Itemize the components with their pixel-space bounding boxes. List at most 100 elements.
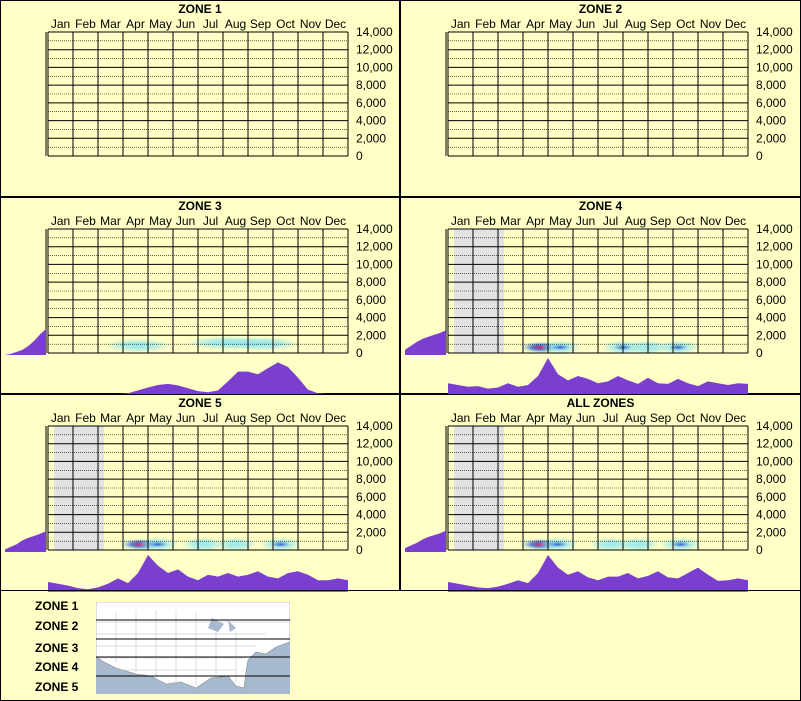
month-density-curve (448, 358, 748, 394)
month-tick-label: Oct (676, 411, 695, 425)
y-tick-label: 2,000 (756, 328, 786, 342)
heat-hotspot (259, 537, 302, 552)
month-tick-label: Feb (475, 17, 496, 31)
month-tick-label: Jun (576, 214, 595, 228)
heatmap-chart: Jan Feb Mar Apr May Jun Jul Aug Sep Oct Nov Dec 14,0… (5, 411, 393, 592)
y-tick-label: 14,000 (356, 419, 393, 433)
month-tick-label: Nov (300, 214, 321, 228)
month-tick-label: Apr (126, 411, 145, 425)
month-tick-label: Sep (250, 411, 272, 425)
y-tick-label: 0 (356, 543, 363, 557)
y-tick-label: 12,000 (756, 437, 793, 451)
month-tick-label: Dec (325, 17, 346, 31)
grid (45, 425, 349, 551)
heatmap-chart: Jan Feb Mar Apr May Jun Jul Aug Sep Oct Nov Dec 14,0… (445, 17, 793, 198)
y-tick-label: 8,000 (356, 275, 386, 289)
month-tick-label: Jan (451, 214, 470, 228)
month-tick-label: Apr (526, 214, 545, 228)
month-tick-label: Aug (625, 411, 646, 425)
y-tick-label: 2,000 (356, 525, 386, 539)
month-density-curve (48, 555, 348, 591)
month-tick-label: Feb (475, 411, 496, 425)
month-tick-label: Jul (203, 411, 218, 425)
panel-title: ZONE 5 (178, 396, 222, 410)
month-density-curve (48, 362, 348, 394)
month-tick-label: May (549, 17, 572, 31)
month-tick-label: Nov (700, 411, 721, 425)
y-tick-label: 8,000 (356, 78, 386, 92)
month-tick-label: Dec (325, 411, 346, 425)
y-tick-label: 2,000 (756, 525, 786, 539)
y-tick-label: 14,000 (756, 222, 793, 236)
month-tick-label: Jun (576, 17, 595, 31)
panel-title: ZONE 4 (578, 199, 623, 213)
month-density-curve (448, 555, 748, 591)
y-tick-label: 2,000 (356, 328, 386, 342)
y-tick-label: 4,000 (756, 311, 786, 325)
month-tick-label: Mar (100, 214, 121, 228)
legend-zone-1: ZONE 1 (35, 599, 79, 613)
month-tick-label: Apr (126, 214, 145, 228)
chart-panel-4: ZONE 4 Jan Feb Mar Apr May Jun Jul Aug Sep Oct Nov D… (400, 197, 801, 395)
panel-title: ZONE 3 (178, 199, 222, 213)
y-tick-label: 12,000 (756, 240, 793, 254)
chart-panel-5: ZONE 5 Jan Feb Mar Apr May Jun Jul Aug Sep Oct Nov D… (0, 394, 400, 592)
month-tick-label: Nov (700, 214, 721, 228)
y-tick-label: 12,000 (356, 437, 393, 451)
month-tick-label: Mar (100, 17, 121, 31)
heatmap-chart: Jan Feb Mar Apr May Jun Jul Aug Sep Oct Nov Dec 14,0… (5, 214, 393, 395)
y-tick-label: 10,000 (756, 257, 793, 271)
no-data-band (479, 229, 504, 353)
month-tick-label: Nov (700, 17, 721, 31)
y-tick-label: 0 (756, 149, 763, 163)
y-tick-label: 6,000 (356, 293, 386, 307)
y-tick-label: 6,000 (356, 490, 386, 504)
month-tick-label: Jun (176, 411, 195, 425)
us-map-icon (96, 602, 290, 694)
panel-title: ZONE 1 (178, 2, 222, 16)
heat-hotspot (657, 340, 699, 355)
month-tick-label: Jul (603, 214, 618, 228)
month-tick-label: Mar (500, 17, 521, 31)
month-tick-label: Oct (276, 214, 295, 228)
month-tick-label: Jun (576, 411, 595, 425)
grid (45, 228, 349, 354)
legend-zone-4: ZONE 4 (35, 660, 79, 674)
y-tick-label: 8,000 (356, 472, 386, 486)
grid (445, 425, 749, 551)
month-tick-label: Mar (500, 214, 521, 228)
heat-hotspot (182, 537, 224, 552)
month-tick-label: Jun (176, 214, 195, 228)
month-tick-label: Sep (250, 214, 272, 228)
no-data-band (479, 426, 504, 550)
month-tick-label: Apr (526, 411, 545, 425)
month-tick-label: Nov (300, 17, 321, 31)
month-tick-label: Jul (603, 411, 618, 425)
month-tick-label: Feb (75, 214, 96, 228)
y-tick-label: 10,000 (756, 454, 793, 468)
month-tick-label: Oct (276, 411, 295, 425)
y-tick-label: 4,000 (356, 311, 386, 325)
heat-hotspot (227, 336, 299, 351)
y-tick-label: 4,000 (756, 508, 786, 522)
elevation-density-curve (5, 329, 46, 355)
heatmap-chart: Jan Feb Mar Apr May Jun Jul Aug Sep Oct Nov Dec 14,0… (405, 411, 793, 592)
y-tick-label: 8,000 (756, 275, 786, 289)
month-tick-label: Jan (51, 17, 70, 31)
month-tick-label: Aug (625, 214, 646, 228)
chart-panel-6: ALL ZONES Jan Feb Mar Apr May Jun Jul Aug Sep Oct N… (400, 394, 801, 592)
month-tick-label: Feb (75, 17, 96, 31)
y-tick-label: 10,000 (356, 454, 393, 468)
month-tick-label: Nov (300, 411, 321, 425)
chart-panel-1: ZONE 1 Jan Feb Mar Apr May Jun Jul Aug Sep Oct Nov D… (0, 0, 400, 198)
month-tick-label: Feb (75, 411, 96, 425)
month-tick-label: May (149, 411, 172, 425)
grid (445, 228, 749, 354)
y-tick-label: 10,000 (356, 60, 393, 74)
month-tick-label: Jun (176, 17, 195, 31)
y-tick-label: 2,000 (756, 131, 786, 145)
grid (445, 31, 749, 157)
heatmap-chart: Jan Feb Mar Apr May Jun Jul Aug Sep Oct Nov Dec 14,0… (45, 17, 393, 198)
month-tick-label: Oct (276, 17, 295, 31)
month-tick-label: Dec (725, 411, 746, 425)
